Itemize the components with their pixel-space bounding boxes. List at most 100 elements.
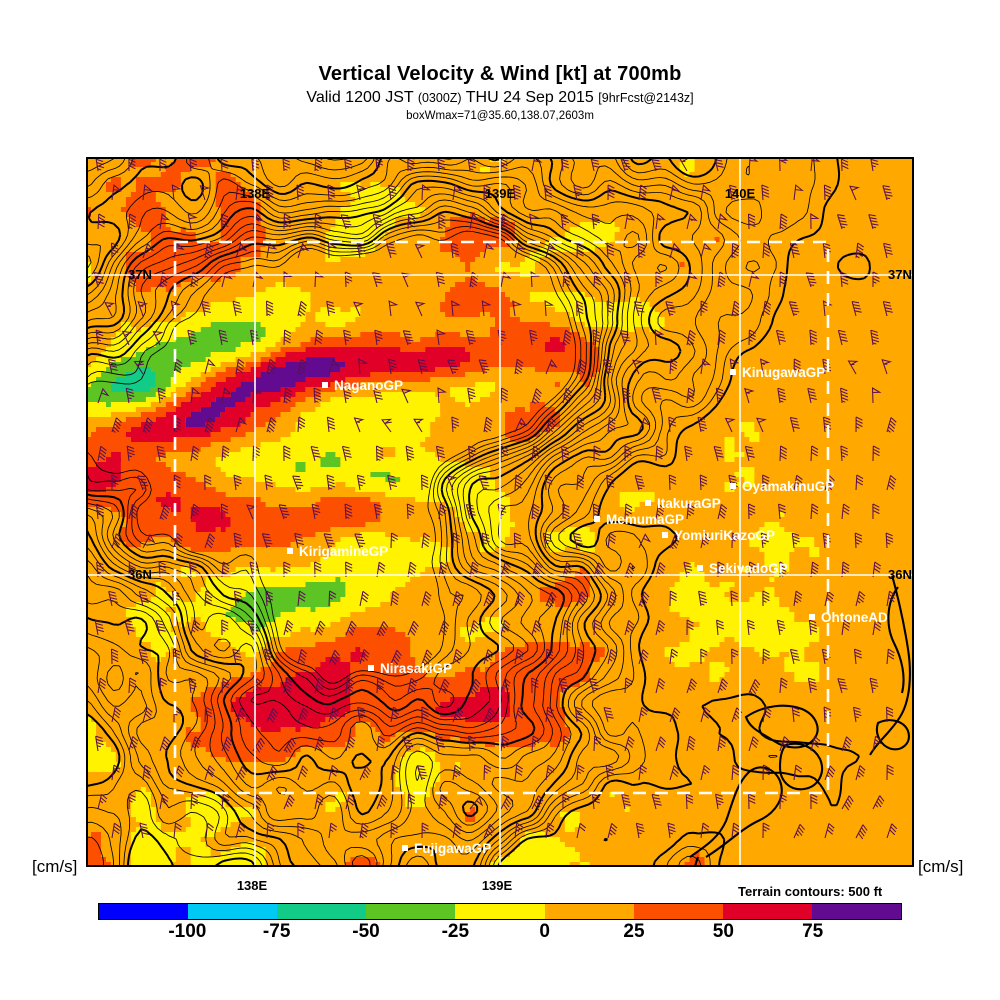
wind-barb [249,561,259,578]
wind-barb [218,329,229,346]
wind-barb [173,706,181,722]
wind-barb [190,503,200,520]
wind-barb [531,795,544,811]
wind-barb [840,387,849,404]
wind-barb [779,271,787,288]
wind-barb [748,679,761,695]
wind-barb [849,185,861,201]
wind-barb [512,184,522,201]
station-NirasakiGP[interactable]: NirasakiGP [368,661,452,676]
wind-barb [841,795,854,811]
wind-barb [266,358,277,375]
wind-barb [655,736,666,752]
wind-barb [810,736,821,752]
wind-barb [779,736,790,752]
wind-barb [686,619,694,636]
wind-barb [624,677,633,694]
wind-barb [190,619,201,636]
wind-barb [138,648,149,665]
wind-barb [376,794,388,810]
wind-barb [667,822,676,839]
wind-barb [376,677,385,694]
station-KirigamineGP[interactable]: KirigamineGP [287,544,388,559]
wind-barb [111,474,119,491]
colorbar[interactable] [98,903,902,920]
wind-barb [376,735,386,752]
wind-barb [872,735,882,752]
station-OhtoneAD[interactable]: OhtoneAD [809,610,888,625]
wind-barb [700,300,708,317]
wind-barb [545,242,557,259]
wind-barb [264,474,274,491]
wind-barb [111,417,122,433]
wind-barb [467,445,476,462]
station-KinugawaGP[interactable]: KinugawaGP [730,365,825,380]
wind-barb [233,474,242,491]
station-OyamakinuGP[interactable]: OyamakinuGP [730,479,834,494]
station-SekiyadoGP[interactable]: SekiyadoGP [697,561,788,576]
wind-barb [326,474,336,491]
wind-barb [438,620,450,636]
wind-barb [314,213,323,230]
wind-barb [388,358,397,375]
valid-prefix: Valid 1200 JST [306,89,414,106]
wind-barb [886,474,897,491]
wind-barb [606,242,615,259]
wind-barb [529,213,540,230]
wind-barb [762,590,770,607]
wind-barb [128,677,137,694]
wind-barb [686,678,698,694]
wind-barb [545,764,555,781]
wind-barb [341,445,352,462]
wind-barb [221,561,230,578]
station-ItakuraGP[interactable]: ItakuraGP [645,496,721,511]
wind-barb [605,764,614,781]
wind-barb [96,561,105,578]
wind-barb [261,533,273,549]
wind-barb [669,765,680,781]
wind-barb [715,793,724,810]
station-FujigawaGP[interactable]: FujigawaGP [402,841,491,856]
wind-barb [483,823,495,839]
vertical-velocity-field [86,157,820,867]
wind-barb [686,213,698,230]
wind-barb [607,591,618,607]
station-markers: NaganoGP KinugawaGP OyamakinuGP ItakuraGPMe… [287,365,888,856]
station-NaganoGP[interactable]: NaganoGP [322,378,403,393]
lon-label-bottom-138E: 138E [236,878,268,893]
colorbar-segment-5 [544,904,634,919]
wind-barb [467,387,476,404]
wind-barb [390,764,400,781]
wind-barb [124,620,135,636]
wind-barb [793,590,803,607]
wind-barb [717,678,728,694]
wind-barb [655,445,664,462]
wind-barb [624,562,636,579]
wind-barb [632,359,643,375]
wind-barb [283,737,297,753]
wind-barb [562,387,573,404]
wind-barb [343,387,352,404]
wind-barb [111,822,121,839]
station-label: SekiyadoGP [709,561,788,576]
wind-barb [669,184,681,201]
wind-barb [296,184,305,201]
wind-barb [97,677,107,694]
wind-barb [717,329,726,346]
wind-barb [543,184,553,201]
terrain-contour-line [86,157,754,867]
wind-barb [111,706,122,723]
station-MemumaGP[interactable]: MemumaGP [594,512,684,527]
wind-barb [199,184,211,201]
wind-barb [328,358,341,375]
station-YomiuriKazoGP[interactable]: YomiuriKazoGP [662,528,775,543]
wind-barb [452,591,463,607]
wind-barb [730,590,739,607]
wind-barb [435,445,446,462]
weather-map[interactable]: NaganoGP KinugawaGP OyamakinuGP ItakuraGP Me… [86,157,914,867]
wind-barb [133,360,145,375]
wind-barb [777,387,787,404]
wind-barb [158,561,167,578]
wind-barb [235,242,248,259]
station-marker-dot [594,516,600,522]
